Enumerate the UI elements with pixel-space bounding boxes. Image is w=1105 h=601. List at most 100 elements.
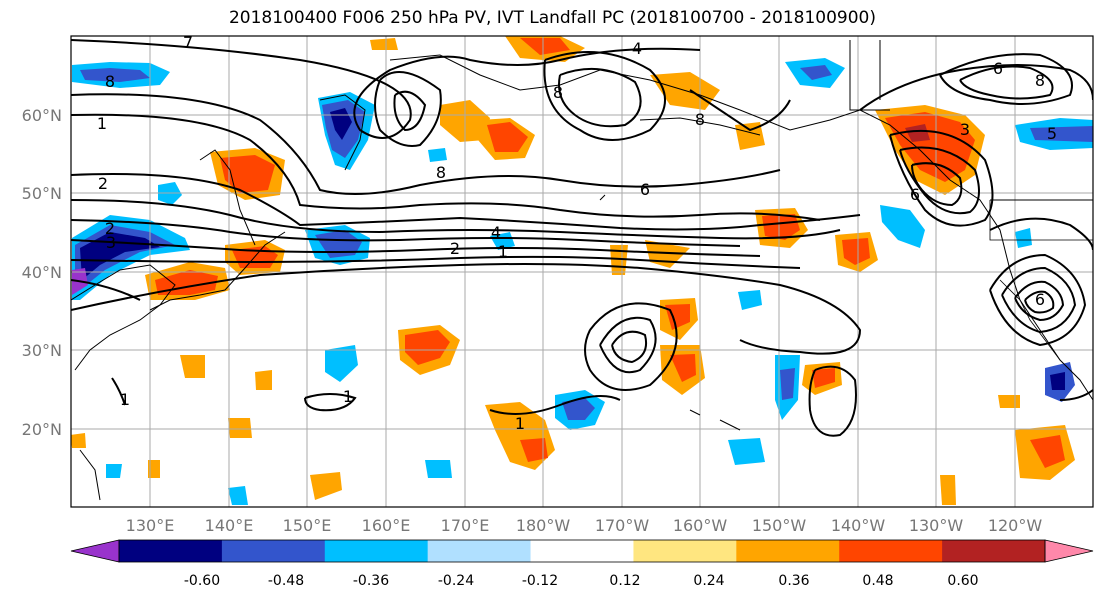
negative-anomaly-region (1030, 126, 1093, 142)
negative-anomaly-region (780, 368, 795, 400)
lon-label: 120°W (988, 516, 1043, 535)
negative-anomaly-region (880, 205, 925, 248)
positive-anomaly-region (670, 354, 696, 382)
colorbar-tick-label: 0.36 (778, 573, 809, 589)
negative-anomaly-region (428, 148, 447, 162)
colorbar-segment (221, 540, 326, 562)
positive-anomaly-region (71, 433, 86, 448)
lon-label: 150°E (283, 516, 332, 535)
positive-anomaly-region (487, 122, 528, 152)
positive-anomaly-region (905, 124, 930, 142)
colorbar-segment (119, 540, 223, 562)
contour-label: 8 (1035, 71, 1045, 90)
colorbar-segment (530, 540, 634, 562)
lat-label: 40°N (22, 263, 62, 282)
negative-anomaly-region (490, 232, 515, 250)
colorbar (70, 539, 1094, 563)
contour-label: 3 (106, 233, 116, 252)
contour-label: 6 (993, 59, 1003, 78)
positive-anomaly-region (148, 460, 160, 478)
lon-label: 140°E (205, 516, 254, 535)
lon-label: 130°W (909, 516, 964, 535)
lon-label: 130°E (126, 516, 175, 535)
contour-label: 6 (1035, 290, 1045, 309)
negative-anomaly-region (562, 398, 595, 420)
lat-label: 50°N (22, 184, 62, 203)
latitude-labels: 60°N 50°N 40°N 30°N 20°N (22, 106, 62, 439)
positive-anomaly-region (310, 472, 342, 500)
negative-anomaly-region (106, 464, 122, 478)
colorbar-tick-labels: -0.60 -0.48 -0.36 -0.24 -0.12 0.12 0.24 … (184, 573, 979, 589)
negative-anomaly-region (80, 68, 150, 82)
lon-label: 170°W (595, 516, 650, 535)
lat-label: 60°N (22, 106, 62, 125)
colorbar-tick-label: -0.24 (438, 573, 474, 589)
positive-anomaly-region (842, 238, 870, 265)
contour-label: 6 (910, 185, 920, 204)
negative-anomaly-region (1015, 228, 1032, 248)
colorbar-segment (427, 540, 532, 562)
negative-anomaly-region (330, 108, 352, 140)
contour-label: 1 (97, 114, 107, 133)
positive-anomaly-region (940, 475, 956, 505)
contour-label: 1 (515, 414, 525, 433)
contour-label: 2 (105, 219, 115, 238)
lon-label: 180°W (516, 516, 571, 535)
contour-label: 1 (343, 387, 353, 406)
contour-label: 8 (553, 83, 563, 102)
negative-anomaly-region (1050, 372, 1065, 390)
positive-anomaly-region (520, 38, 570, 55)
negative-anomaly-region (738, 290, 762, 310)
lon-label: 150°W (752, 516, 807, 535)
contour-label: 2 (98, 174, 108, 193)
colorbar-segment (324, 540, 429, 562)
colorbar-segment (839, 540, 943, 562)
contour-label: 4 (632, 39, 642, 58)
contour-label: 6 (640, 180, 650, 199)
colorbar-segment (736, 540, 840, 562)
contour-label: 8 (105, 72, 115, 91)
colorbar-tick-label: 0.12 (609, 573, 640, 589)
colorbar-segment (942, 540, 1046, 562)
contour-labels: 8 1 2 2 3 8 4 8 8 6 7 4 2 1 6 8 3 6 5 1 … (97, 33, 1057, 433)
map-title: 2018100400 F006 250 hPa PV, IVT Landfall… (228, 8, 876, 28)
positive-anomaly-region (370, 38, 398, 50)
contour-label: 1 (498, 242, 508, 261)
lat-label: 20°N (22, 420, 62, 439)
colorbar-tick-label: -0.12 (522, 573, 558, 589)
lat-label: 30°N (22, 341, 62, 360)
colorbar-border (118, 539, 1046, 563)
positive-anomaly-region (155, 270, 218, 295)
colorbar-tick-label: 0.48 (862, 573, 893, 589)
boundaries (989, 200, 1093, 361)
positive-anomaly-region (812, 368, 835, 388)
negative-anomaly-region (728, 438, 765, 465)
positive-anomaly-region (520, 438, 548, 462)
colorbar-tick-label: 0.60 (947, 573, 978, 589)
contour-label: 7 (183, 33, 193, 52)
colorbar-tick-label: -0.60 (184, 573, 220, 589)
positive-anomaly-region (762, 214, 800, 240)
positive-anomaly-region (998, 395, 1020, 408)
contour-label: 8 (436, 163, 446, 182)
colorbar-extend-low (70, 539, 120, 563)
lon-label: 160°W (673, 516, 728, 535)
colorbar-segment (633, 540, 737, 562)
graticule (71, 36, 1093, 507)
lon-label: 140°W (831, 516, 886, 535)
negative-anomaly-region (325, 345, 358, 382)
colorbar-tick-label: -0.48 (268, 573, 304, 589)
pv-contours (71, 39, 1093, 437)
contour-label: 3 (960, 120, 970, 139)
lon-label: 170°E (441, 516, 490, 535)
longitude-labels: 130°E 140°E 150°E 160°E 170°E 180°W 170°… (126, 516, 1043, 535)
positive-anomaly-region (180, 355, 205, 378)
positive-anomaly-region (735, 122, 765, 150)
colorbar-tick-label: 0.24 (693, 573, 724, 589)
negative-anomaly-region (228, 486, 248, 505)
map-border (70, 35, 1094, 508)
positive-anomaly-region (1030, 435, 1065, 468)
contour-label: 4 (491, 223, 501, 242)
positive-anomaly-region (228, 418, 252, 438)
